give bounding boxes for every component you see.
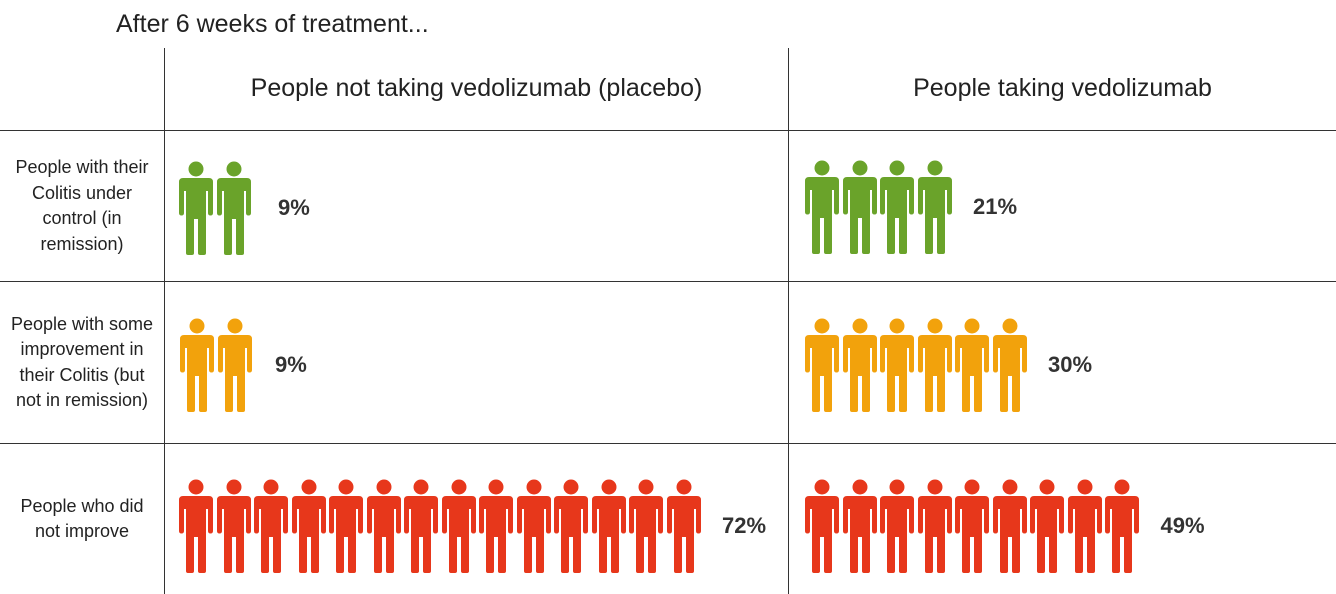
person-icon bbox=[366, 479, 401, 573]
person-icon bbox=[666, 479, 701, 573]
person-icon bbox=[404, 479, 438, 573]
percent-label: 9% bbox=[278, 195, 310, 220]
person-icon bbox=[842, 479, 877, 573]
column-divider-left bbox=[164, 48, 165, 594]
column-header-vedolizumab: People taking vedolizumab bbox=[913, 74, 1212, 102]
cell-no-improvement-vedolizumab: 49% bbox=[805, 479, 1205, 573]
person-icon bbox=[179, 161, 213, 255]
column-divider-middle bbox=[788, 48, 789, 594]
people-group bbox=[180, 318, 255, 412]
person-icon bbox=[880, 160, 914, 254]
person-icon bbox=[842, 318, 877, 412]
row-label-remission: People with their Colitis under control … bbox=[15, 157, 149, 254]
person-icon bbox=[992, 318, 1027, 412]
header-divider bbox=[0, 130, 1336, 131]
person-icon bbox=[254, 479, 288, 573]
cell-remission-vedolizumab: 21% bbox=[805, 160, 1017, 254]
person-icon bbox=[1030, 479, 1064, 573]
percent-label: 9% bbox=[275, 352, 307, 377]
person-icon bbox=[591, 479, 626, 573]
percent-label: 30% bbox=[1048, 352, 1093, 377]
person-icon bbox=[629, 479, 663, 573]
people-group bbox=[805, 160, 955, 254]
person-icon bbox=[441, 479, 476, 573]
people-group bbox=[179, 479, 704, 573]
person-icon bbox=[805, 479, 839, 573]
people-group bbox=[805, 318, 1030, 412]
person-icon bbox=[917, 479, 952, 573]
person-icon bbox=[179, 479, 213, 573]
person-icon bbox=[329, 479, 363, 573]
percent-label: 21% bbox=[973, 194, 1018, 219]
chart-title: After 6 weeks of treatment... bbox=[116, 10, 429, 38]
person-icon bbox=[291, 479, 326, 573]
person-icon bbox=[842, 160, 877, 254]
row-label-no-improvement: People who did not improve bbox=[20, 495, 144, 542]
person-icon bbox=[917, 160, 952, 254]
person-icon bbox=[805, 160, 839, 254]
people-group bbox=[179, 161, 254, 255]
person-icon bbox=[216, 479, 251, 573]
row-divider-1 bbox=[0, 281, 1336, 282]
cell-improvement-vedolizumab: 30% bbox=[805, 318, 1092, 412]
person-icon bbox=[917, 318, 952, 412]
people-group bbox=[805, 479, 1143, 573]
cell-no-improvement-placebo: 72% bbox=[179, 479, 766, 573]
person-icon bbox=[805, 318, 839, 412]
row-label-some-improvement: People with some improvement in their Co… bbox=[10, 313, 154, 411]
person-icon bbox=[992, 479, 1027, 573]
person-icon bbox=[955, 479, 989, 573]
person-icon bbox=[479, 479, 513, 573]
cell-remission-placebo: 9% bbox=[179, 161, 310, 255]
person-icon bbox=[516, 479, 551, 573]
person-icon bbox=[880, 318, 914, 412]
person-icon bbox=[1105, 479, 1139, 573]
cell-improvement-placebo: 9% bbox=[180, 318, 307, 412]
person-icon bbox=[180, 318, 214, 412]
person-icon bbox=[554, 479, 588, 573]
person-icon bbox=[216, 161, 251, 255]
column-header-placebo: People not taking vedolizumab (placebo) bbox=[250, 74, 703, 102]
percent-label: 49% bbox=[1160, 513, 1205, 538]
person-icon bbox=[880, 479, 914, 573]
person-icon bbox=[955, 318, 989, 412]
row-divider-2 bbox=[0, 443, 1336, 444]
percent-label: 72% bbox=[722, 513, 767, 538]
person-icon bbox=[217, 318, 252, 412]
person-icon bbox=[1067, 479, 1102, 573]
